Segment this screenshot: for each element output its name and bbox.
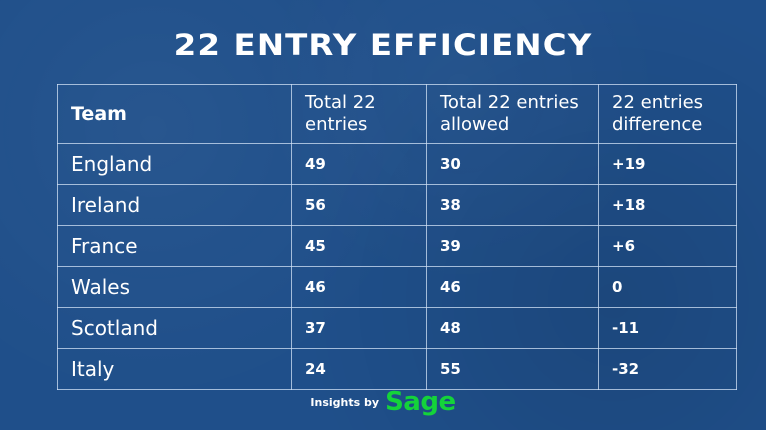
team-name-cell: Ireland	[57, 184, 292, 226]
entries-allowed-cell: 48	[426, 307, 599, 349]
entries-difference-cell: +19	[598, 143, 737, 185]
total-entries-cell: 37	[291, 307, 427, 349]
table-row: Italy 24 55 -32	[57, 348, 737, 390]
column-header-team: Team	[57, 84, 292, 144]
entries-allowed-cell: 46	[426, 266, 599, 308]
entries-allowed-cell: 39	[426, 225, 599, 267]
table-row: Wales 46 46 0	[57, 266, 737, 308]
table-header-row: Team Total 22 entries Total 22 entries a…	[57, 84, 737, 144]
total-entries-cell: 45	[291, 225, 427, 267]
entries-difference-cell: -32	[598, 348, 737, 390]
total-entries-cell: 56	[291, 184, 427, 226]
entries-allowed-cell: 55	[426, 348, 599, 390]
team-name-cell: Italy	[57, 348, 292, 390]
stats-table: Team Total 22 entries Total 22 entries a…	[57, 84, 737, 390]
entries-allowed-cell: 38	[426, 184, 599, 226]
entries-allowed-cell: 30	[426, 143, 599, 185]
entries-difference-cell: +6	[598, 225, 737, 267]
column-header-total-entries: Total 22 entries	[291, 84, 427, 144]
entries-difference-cell: 0	[598, 266, 737, 308]
table-row: England 49 30 +19	[57, 143, 737, 185]
entries-difference-cell: +18	[598, 184, 737, 226]
sage-logo: Sage	[385, 387, 456, 417]
table-row: Scotland 37 48 -11	[57, 307, 737, 349]
team-name-cell: England	[57, 143, 292, 185]
team-name-cell: Wales	[57, 266, 292, 308]
team-name-cell: France	[57, 225, 292, 267]
total-entries-cell: 24	[291, 348, 427, 390]
entries-difference-cell: -11	[598, 307, 737, 349]
page-title: 22 ENTRY EFFICIENCY	[173, 28, 593, 62]
insights-by-label: Insights by	[310, 395, 380, 409]
footer: Insights by Sage	[0, 389, 766, 415]
table-row: Ireland 56 38 +18	[57, 184, 737, 226]
column-header-entries-difference: 22 entries difference	[598, 84, 737, 144]
total-entries-cell: 49	[291, 143, 427, 185]
table-row: France 45 39 +6	[57, 225, 737, 267]
team-name-cell: Scotland	[57, 307, 292, 349]
total-entries-cell: 46	[291, 266, 427, 308]
column-header-entries-allowed: Total 22 entries allowed	[426, 84, 599, 144]
